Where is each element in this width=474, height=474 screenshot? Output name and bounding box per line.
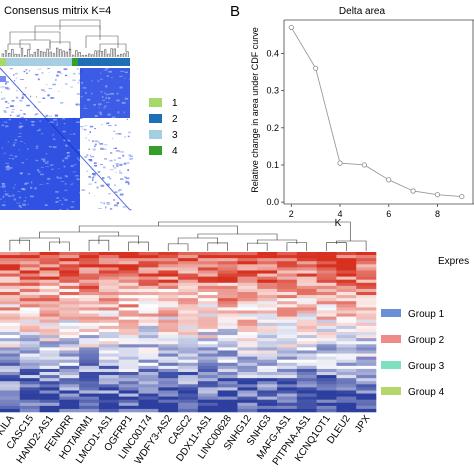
data-point-k4 bbox=[337, 160, 343, 166]
group-swatch-4 bbox=[381, 387, 401, 395]
panel-a-consensus-matrix: Consensus mitrix K=4 1 2 3 4 bbox=[0, 5, 178, 211]
y-axis-label: Relative change in area under CDF curve bbox=[250, 27, 260, 193]
group-label-1: Group 1 bbox=[408, 309, 445, 320]
x-tick-label: 6 bbox=[386, 209, 391, 219]
matrix-diagonal bbox=[0, 67, 131, 211]
panel-c-dendrogram bbox=[9, 221, 367, 251]
legend-swatch-1 bbox=[149, 98, 162, 107]
matrix-block-2 bbox=[0, 118, 80, 210]
panel-a-title: Consensus mitrix K=4 bbox=[4, 5, 111, 17]
group-legend: Group 1 Group 2 Group 3 Group 4 bbox=[381, 309, 445, 398]
gene-labels: KILACASC15HAND2-AS1FENDRRHOTAIRM1LMCD1-A… bbox=[0, 413, 373, 467]
y-tick-label: 0.1 bbox=[266, 160, 279, 170]
data-point-k7 bbox=[410, 188, 416, 194]
series-line bbox=[290, 27, 462, 198]
x-tick-label: 8 bbox=[435, 209, 440, 219]
panel-a-dendrogram bbox=[1, 19, 129, 57]
x-tick-label: 2 bbox=[289, 209, 294, 219]
legend-label-1: 1 bbox=[172, 98, 178, 109]
x-axis-label: K bbox=[335, 218, 342, 229]
gene-label: JPX bbox=[353, 413, 373, 435]
legend-label-3: 3 bbox=[172, 130, 178, 141]
panel-b-delta-area-chart: B Delta area Relative change in area und… bbox=[230, 3, 474, 229]
matrix-texture bbox=[0, 68, 133, 211]
chart-series bbox=[288, 24, 465, 200]
y-tick-label: 0.0 bbox=[266, 197, 279, 207]
chart-title: Delta area bbox=[339, 6, 386, 17]
panel-c-heatmap-cells bbox=[0, 252, 377, 413]
group-swatch-1 bbox=[381, 309, 401, 317]
data-point-k5 bbox=[361, 162, 367, 168]
data-point-k2 bbox=[288, 24, 294, 31]
legend-label-2: 2 bbox=[172, 114, 178, 125]
group-label-3: Group 3 bbox=[408, 361, 445, 372]
data-point-k8 bbox=[434, 192, 441, 198]
panel-a-matrix bbox=[0, 67, 133, 211]
data-point-k6 bbox=[386, 177, 392, 183]
panel-b-letter: B bbox=[230, 3, 240, 20]
y-tick-label: 0.3 bbox=[266, 86, 279, 96]
matrix-block-3 bbox=[0, 76, 6, 82]
cluster-bar-4 bbox=[72, 58, 78, 66]
chart-ticks: 0.0 0.1 0.2 0.3 0.4 2 4 6 8 bbox=[266, 48, 439, 219]
cluster-bar-2 bbox=[78, 58, 130, 66]
group-label-4: Group 4 bbox=[408, 387, 445, 398]
matrix-block-1 bbox=[80, 68, 130, 118]
panel-a-legend: 1 2 3 4 bbox=[149, 98, 178, 157]
y-tick-label: 0.2 bbox=[266, 123, 279, 133]
panel-a-cluster-bar bbox=[0, 58, 130, 66]
expression-legend-title: Expres bbox=[438, 256, 469, 267]
panel-c-heatmap: Expres Group 1 Group 2 Group 3 Group 4 KILA… bbox=[0, 221, 469, 468]
cluster-bar-1 bbox=[0, 58, 6, 66]
legend-swatch-3 bbox=[149, 130, 162, 139]
group-swatch-2 bbox=[381, 335, 401, 343]
chart-axes bbox=[283, 19, 474, 205]
cluster-bar-3 bbox=[6, 58, 72, 66]
group-label-2: Group 2 bbox=[408, 335, 445, 346]
group-swatch-3 bbox=[381, 361, 401, 369]
data-point-k3 bbox=[313, 65, 319, 71]
data-point-k9 bbox=[459, 193, 465, 200]
legend-swatch-4 bbox=[149, 146, 162, 155]
y-tick-label: 0.4 bbox=[266, 48, 279, 58]
legend-swatch-2 bbox=[149, 114, 162, 123]
x-tick-label: 4 bbox=[338, 209, 343, 219]
legend-label-4: 4 bbox=[172, 146, 178, 157]
